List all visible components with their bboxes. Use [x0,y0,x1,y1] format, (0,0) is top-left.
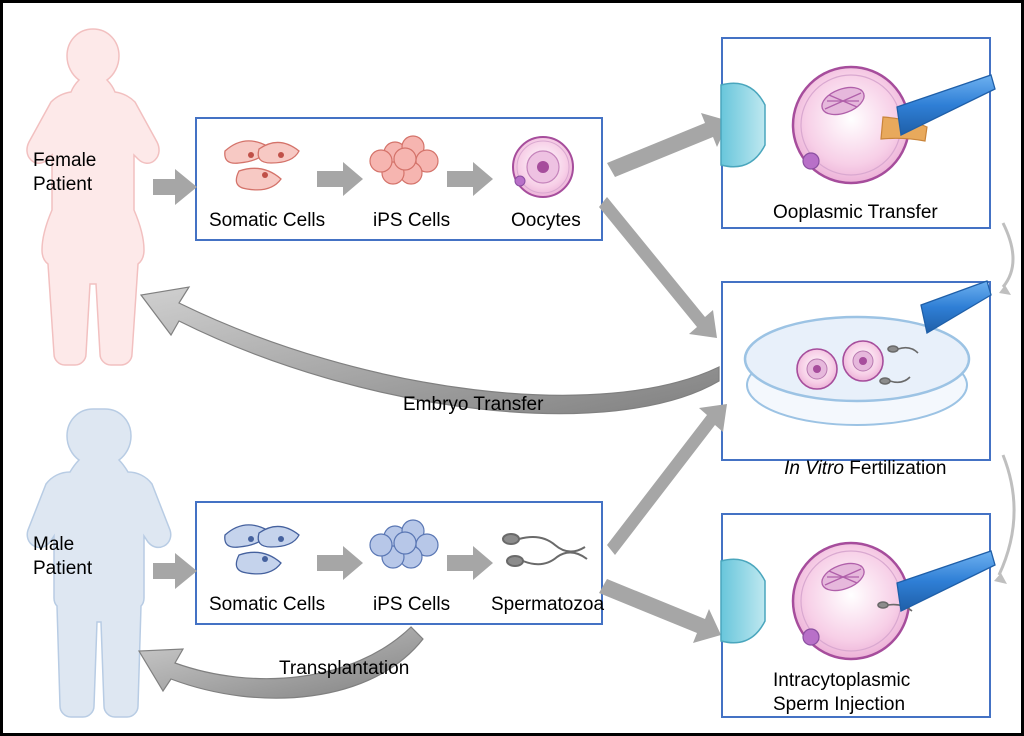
thin-curved-arrows [994,223,1014,584]
ooplasmic-illustration [721,67,995,183]
female-ips-cells [370,136,438,184]
male-spermatozoa [503,534,587,566]
female-ips-label: iPS Cells [373,209,450,233]
male-ips-label: iPS Cells [373,593,450,617]
male-somatic-label: Somatic Cells [209,593,325,617]
ooplasmic-label: Ooplasmic Transfer [773,201,938,225]
ivf-label: In Vitro Fertilization [763,433,946,504]
ivf-prefix: In Vitro [784,458,849,479]
male-somatic-cells [225,525,299,574]
ivf-illustration [745,281,991,425]
ivf-suffix: Fertilization [849,458,946,479]
male-ips-cells [370,520,438,568]
female-silhouette [27,29,159,365]
embryo-transfer-label: Embryo Transfer [403,393,543,417]
female-somatic-label: Somatic Cells [209,209,325,233]
female-oocyte [513,137,573,197]
male-sperm-label: Spermatozoa [491,593,604,617]
female-oocytes-label: Oocytes [511,209,581,233]
icsi-illustration [721,543,995,659]
transplantation-label: Transplantation [279,657,409,681]
icsi-label: Intracytoplasmic Sperm Injection [773,669,910,717]
female-patient-label: Female Patient [33,149,96,197]
artwork-svg [3,3,1024,736]
female-somatic-cells [225,141,299,190]
male-patient-label: Male Patient [33,533,92,581]
diagram-canvas: Female Patient Male Patient Somatic Cell… [0,0,1024,736]
